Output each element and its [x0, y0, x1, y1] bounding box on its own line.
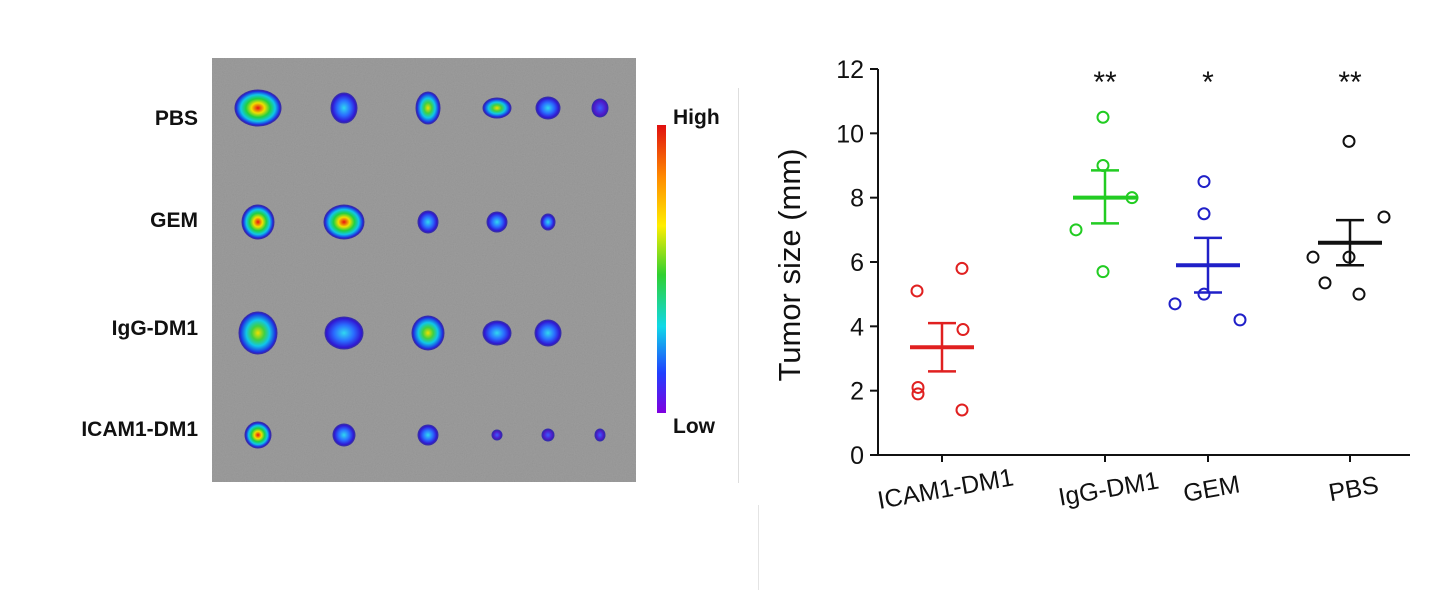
x-tick-label: IgG-DM1: [1056, 467, 1161, 512]
data-point: [955, 261, 969, 275]
bioluminescence-image: PBS GEM IgG-DM1 ICAM1-DM1 High Low: [81, 58, 720, 482]
panel-divider: [738, 88, 739, 483]
tumor-spot: [493, 431, 501, 439]
scale-low-label: Low: [673, 415, 716, 438]
tumor-spot: [419, 212, 437, 232]
y-tick-label: 10: [836, 120, 864, 148]
data-point: [1342, 134, 1356, 148]
chart-marks: ** * **: [910, 66, 1391, 417]
data-point: [911, 387, 925, 401]
tumor-spot: [537, 98, 559, 118]
panel-divider-lower: [758, 505, 759, 590]
y-tick-label: 4: [850, 313, 864, 341]
tumor-spot: [536, 321, 560, 345]
data-point: [1306, 250, 1320, 264]
data-point: [1197, 207, 1211, 221]
tumor-spot: [484, 322, 510, 344]
row-label-pbs: PBS: [155, 107, 198, 130]
tumor-spot: [326, 318, 362, 348]
tumor-spot: [243, 206, 273, 238]
x-tick-label: PBS: [1327, 471, 1381, 507]
row-label-igg-dm1: IgG-DM1: [112, 317, 199, 340]
axes: 0 2 4 6 8 10 12 ICAM1-DM1 IgG-DM1 GEM PBS: [836, 56, 1410, 515]
tumor-spot: [484, 99, 510, 117]
data-point: [1197, 175, 1211, 189]
y-tick-label: 2: [850, 378, 864, 406]
tumor-spot: [240, 313, 276, 353]
row-labels: PBS GEM IgG-DM1 ICAM1-DM1: [81, 107, 198, 441]
data-point: [911, 380, 925, 394]
tumor-spot: [419, 426, 437, 444]
data-point: [1096, 110, 1110, 124]
data-point: [1352, 287, 1366, 301]
tumor-spot: [596, 430, 604, 440]
image-background: [212, 58, 636, 482]
x-tick-label: GEM: [1181, 470, 1242, 507]
data-point: [1377, 210, 1391, 224]
tumor-spot: [325, 206, 363, 238]
y-tick-label: 0: [850, 442, 864, 470]
tumor-spots: [234, 89, 609, 449]
y-axis-label: Tumor size (mm): [772, 148, 807, 381]
significance-label: **: [1338, 66, 1362, 99]
data-point: [1096, 265, 1110, 279]
tumor-spot: [413, 317, 443, 349]
y-tick-label: 12: [836, 56, 864, 84]
tumor-spot: [236, 91, 280, 125]
data-point: [1069, 223, 1083, 237]
tumor-spot: [542, 215, 554, 229]
data-point: [1233, 313, 1247, 327]
tumor-spot: [488, 213, 506, 231]
tumor-spot: [332, 94, 356, 122]
data-point: [955, 403, 969, 417]
data-point: [956, 323, 970, 337]
imaging-panel: PBS GEM IgG-DM1 ICAM1-DM1 High Low: [81, 58, 720, 482]
data-point: [910, 284, 924, 298]
tumor-spot: [246, 423, 270, 447]
tumor-spot: [593, 100, 607, 116]
data-point: [1168, 297, 1182, 311]
row-label-icam1-dm1: ICAM1-DM1: [81, 418, 198, 441]
data-point: [1197, 287, 1211, 301]
scale-high-label: High: [673, 106, 720, 129]
tumor-spot: [334, 425, 354, 445]
data-point: [1318, 276, 1332, 290]
row-label-gem: GEM: [150, 209, 198, 232]
y-tick-label: 6: [850, 249, 864, 277]
significance-label: *: [1202, 66, 1214, 99]
significance-label: **: [1093, 66, 1117, 99]
intensity-scale: High Low: [657, 106, 720, 438]
tumor-size-chart: 0 2 4 6 8 10 12 ICAM1-DM1 IgG-DM1 GEM PBS ** * ** Tu…: [750, 0, 1440, 594]
tumor-spot: [417, 93, 439, 123]
tumor-spot: [543, 430, 553, 440]
y-tick-label: 8: [850, 185, 864, 213]
intensity-colorbar: [657, 125, 666, 413]
x-tick-label: ICAM1-DM1: [875, 463, 1015, 514]
